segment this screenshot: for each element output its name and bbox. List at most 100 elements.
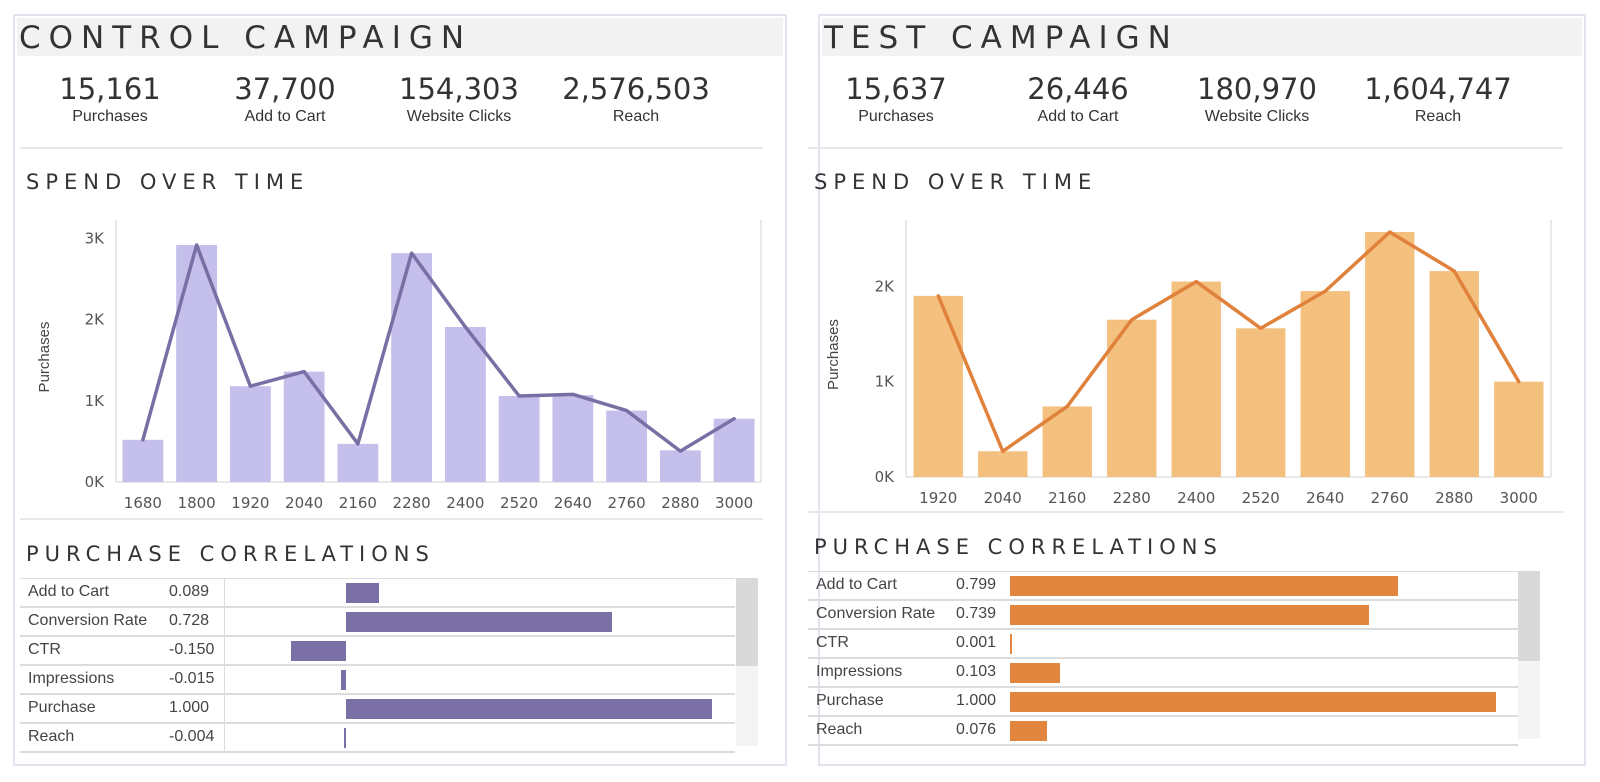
correlation-value: 0.799 [956, 576, 997, 593]
correlation-value: -0.015 [169, 670, 215, 687]
scrollbar-thumb[interactable] [736, 578, 758, 666]
bar [337, 443, 379, 482]
bar [1365, 232, 1415, 477]
correlation-row: Add to Cart 0.089 [20, 579, 735, 608]
x-tick-label: 1920 [919, 489, 957, 507]
line-point [1452, 269, 1456, 273]
correlation-bar [1010, 634, 1012, 654]
correlation-value: -0.150 [169, 641, 215, 658]
kpi-value: 154,303 [399, 72, 519, 106]
correlation-value: 0.103 [956, 663, 997, 680]
line-point [1130, 318, 1134, 322]
correlation-bar [1010, 692, 1496, 712]
correlation-row: Impressions 0.103 [808, 659, 1518, 688]
bar [978, 451, 1028, 477]
control-campaign-panel: CONTROL CAMPAIGN 15,161 Purchases 37,700… [13, 14, 787, 766]
correlation-bar [1010, 663, 1061, 683]
x-tick-label: 1800 [178, 494, 216, 512]
correlation-value: 0.739 [956, 605, 997, 622]
x-tick-label: 2520 [1242, 489, 1280, 507]
y-tick-label: 1K [85, 392, 106, 410]
column-separator [224, 579, 225, 606]
line-point [1194, 280, 1198, 284]
x-tick-label: 3000 [1500, 489, 1538, 507]
bar [1300, 291, 1350, 477]
column-separator [224, 724, 225, 751]
test-correlations-title: PURCHASE CORRELATIONS [814, 535, 1223, 559]
y-axis-label: Purchases [36, 322, 53, 393]
correlation-value: 0.089 [169, 583, 210, 600]
test-spend-title: SPEND OVER TIME [814, 170, 1098, 194]
column-separator [224, 666, 225, 693]
correlation-bar [1010, 721, 1047, 741]
kpi-label: Add to Cart [1037, 108, 1119, 125]
correlation-name: Purchase [816, 692, 884, 709]
line-point [1001, 449, 1005, 453]
correlation-row: Reach 0.076 [808, 717, 1518, 746]
bar [1171, 281, 1221, 477]
correlation-row: Add to Cart 0.799 [808, 572, 1518, 601]
control-correlations-table: Add to Cart 0.089 Conversion Rate 0.728 CTR -… [20, 578, 735, 753]
x-tick-label: 2160 [1048, 489, 1086, 507]
line-point [625, 409, 629, 413]
x-tick-label: 2040 [285, 494, 323, 512]
correlation-name: Conversion Rate [28, 612, 148, 629]
correlation-bar [340, 670, 346, 690]
correlation-value: 0.728 [169, 612, 210, 629]
kpi-label: Add to Cart [244, 108, 326, 125]
x-tick-label: 3000 [715, 494, 753, 512]
correlation-name: CTR [28, 641, 61, 658]
test-campaign-title: TEST CAMPAIGN [822, 18, 1582, 56]
correlation-row: Reach -0.004 [20, 724, 735, 753]
x-tick-label: 2880 [1435, 489, 1473, 507]
line-point [1065, 404, 1069, 408]
x-tick-label: 2160 [339, 494, 377, 512]
control-campaign-title: CONTROL CAMPAIGN [17, 18, 783, 56]
x-tick-label: 2400 [1177, 489, 1215, 507]
correlation-name: Reach [816, 721, 863, 738]
divider [808, 511, 1563, 513]
line-point [571, 392, 575, 396]
line-point [936, 294, 940, 298]
control-correlations-scrollbar[interactable] [736, 578, 758, 746]
line-point [678, 449, 682, 453]
correlation-value: -0.004 [169, 728, 215, 745]
kpi-label: Purchases [72, 108, 148, 125]
x-tick-label: 2520 [500, 494, 538, 512]
correlation-name: Purchase [28, 699, 96, 716]
line-point [195, 243, 199, 247]
correlation-value: 0.076 [956, 721, 997, 738]
correlation-bar [291, 641, 346, 661]
control-kpi-add-to-cart: 37,700 Add to Cart [195, 72, 375, 128]
line-point [356, 442, 360, 446]
kpi-label: Reach [612, 108, 660, 125]
x-tick-label: 2400 [446, 494, 484, 512]
kpi-label: Website Clicks [406, 108, 512, 125]
line-point [463, 325, 467, 329]
test-correlations-scrollbar[interactable] [1518, 571, 1540, 739]
bar [391, 253, 433, 482]
correlation-bar [346, 612, 613, 632]
correlation-name: Add to Cart [816, 576, 897, 593]
correlation-name: Conversion Rate [816, 605, 936, 622]
correlation-bar [1010, 576, 1399, 596]
x-tick-label: 2040 [984, 489, 1022, 507]
line-point [141, 438, 145, 442]
y-tick-label: 2K [85, 311, 106, 329]
x-tick-label: 2760 [1371, 489, 1409, 507]
kpi-value: 26,446 [1027, 72, 1129, 106]
correlation-value: 0.001 [956, 634, 997, 651]
bar [552, 395, 594, 482]
kpi-value: 1,604,747 [1364, 72, 1512, 106]
bar [498, 395, 540, 482]
column-separator [224, 637, 225, 664]
control-kpi-reach: 2,576,503 Reach [546, 72, 726, 128]
test-kpi-website-clicks: 180,970 Website Clicks [1167, 72, 1347, 128]
x-tick-label: 2280 [1113, 489, 1151, 507]
correlation-row: Conversion Rate 0.739 [808, 601, 1518, 630]
correlation-row: Purchase 1.000 [20, 695, 735, 724]
line-point [1323, 289, 1327, 293]
correlation-row: Impressions -0.015 [20, 666, 735, 695]
scrollbar-thumb[interactable] [1518, 571, 1540, 661]
correlation-name: Add to Cart [28, 583, 109, 600]
